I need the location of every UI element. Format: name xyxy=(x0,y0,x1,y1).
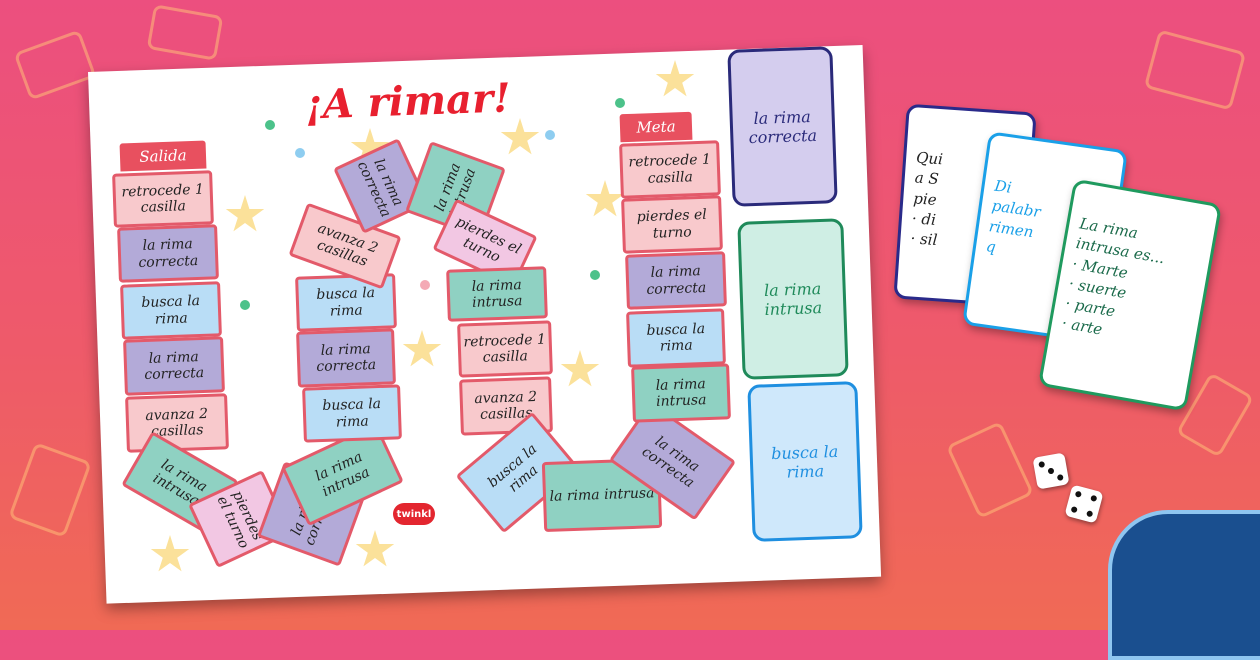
doodle xyxy=(1143,29,1247,111)
dot-decoration xyxy=(265,120,275,130)
die-icon xyxy=(1032,452,1070,490)
card-line: Di xyxy=(993,176,1013,197)
board-space: la rima intrusa xyxy=(631,363,731,423)
board-space: la rima correcta xyxy=(117,224,219,283)
dot-decoration xyxy=(545,130,555,140)
doodle xyxy=(945,421,1035,519)
card-deck[interactable]: la rima intrusa xyxy=(737,218,849,380)
start-label: Salida xyxy=(119,140,207,172)
card-line: Qui xyxy=(915,148,944,169)
dot-decoration xyxy=(295,148,305,158)
board-space: la rima correcta xyxy=(123,336,225,396)
board-space: avanza 2 casillas xyxy=(125,393,229,453)
finish-label: Meta xyxy=(619,111,693,143)
dot-decoration xyxy=(590,270,600,280)
board-space: busca la rima xyxy=(120,281,222,340)
board-space: retrocede 1 casilla xyxy=(112,170,214,228)
board-space: la rima correcta xyxy=(625,251,727,310)
board-space: busca la rima xyxy=(626,308,726,368)
dot-decoration xyxy=(615,98,625,108)
board-space: la rima intrusa xyxy=(446,266,548,322)
dot-decoration xyxy=(420,280,430,290)
board-space: retrocede 1 casilla xyxy=(457,320,553,378)
doodle xyxy=(8,442,92,538)
board-space: la rima correcta xyxy=(296,328,396,388)
board-game-category-icon xyxy=(1108,510,1260,660)
board-title: ¡A rimar! xyxy=(304,74,512,129)
board-space: busca la rima xyxy=(302,384,402,443)
card-line: q xyxy=(985,236,998,256)
card-deck[interactable]: la rima correcta xyxy=(727,46,838,207)
card-deck[interactable]: busca la rima xyxy=(747,381,863,542)
doodle xyxy=(146,4,224,61)
card-line: a S xyxy=(914,168,940,189)
board-space: pierdes el turno xyxy=(621,195,723,254)
dot-decoration xyxy=(240,300,250,310)
doodle xyxy=(13,29,97,101)
card-line: · sil xyxy=(909,229,938,250)
twinkl-logo: twinkl xyxy=(393,503,435,525)
card-line: · di xyxy=(911,209,937,229)
card-line: pie xyxy=(912,188,938,209)
die-icon xyxy=(1064,484,1104,524)
board-space: retrocede 1 casilla xyxy=(619,140,721,199)
